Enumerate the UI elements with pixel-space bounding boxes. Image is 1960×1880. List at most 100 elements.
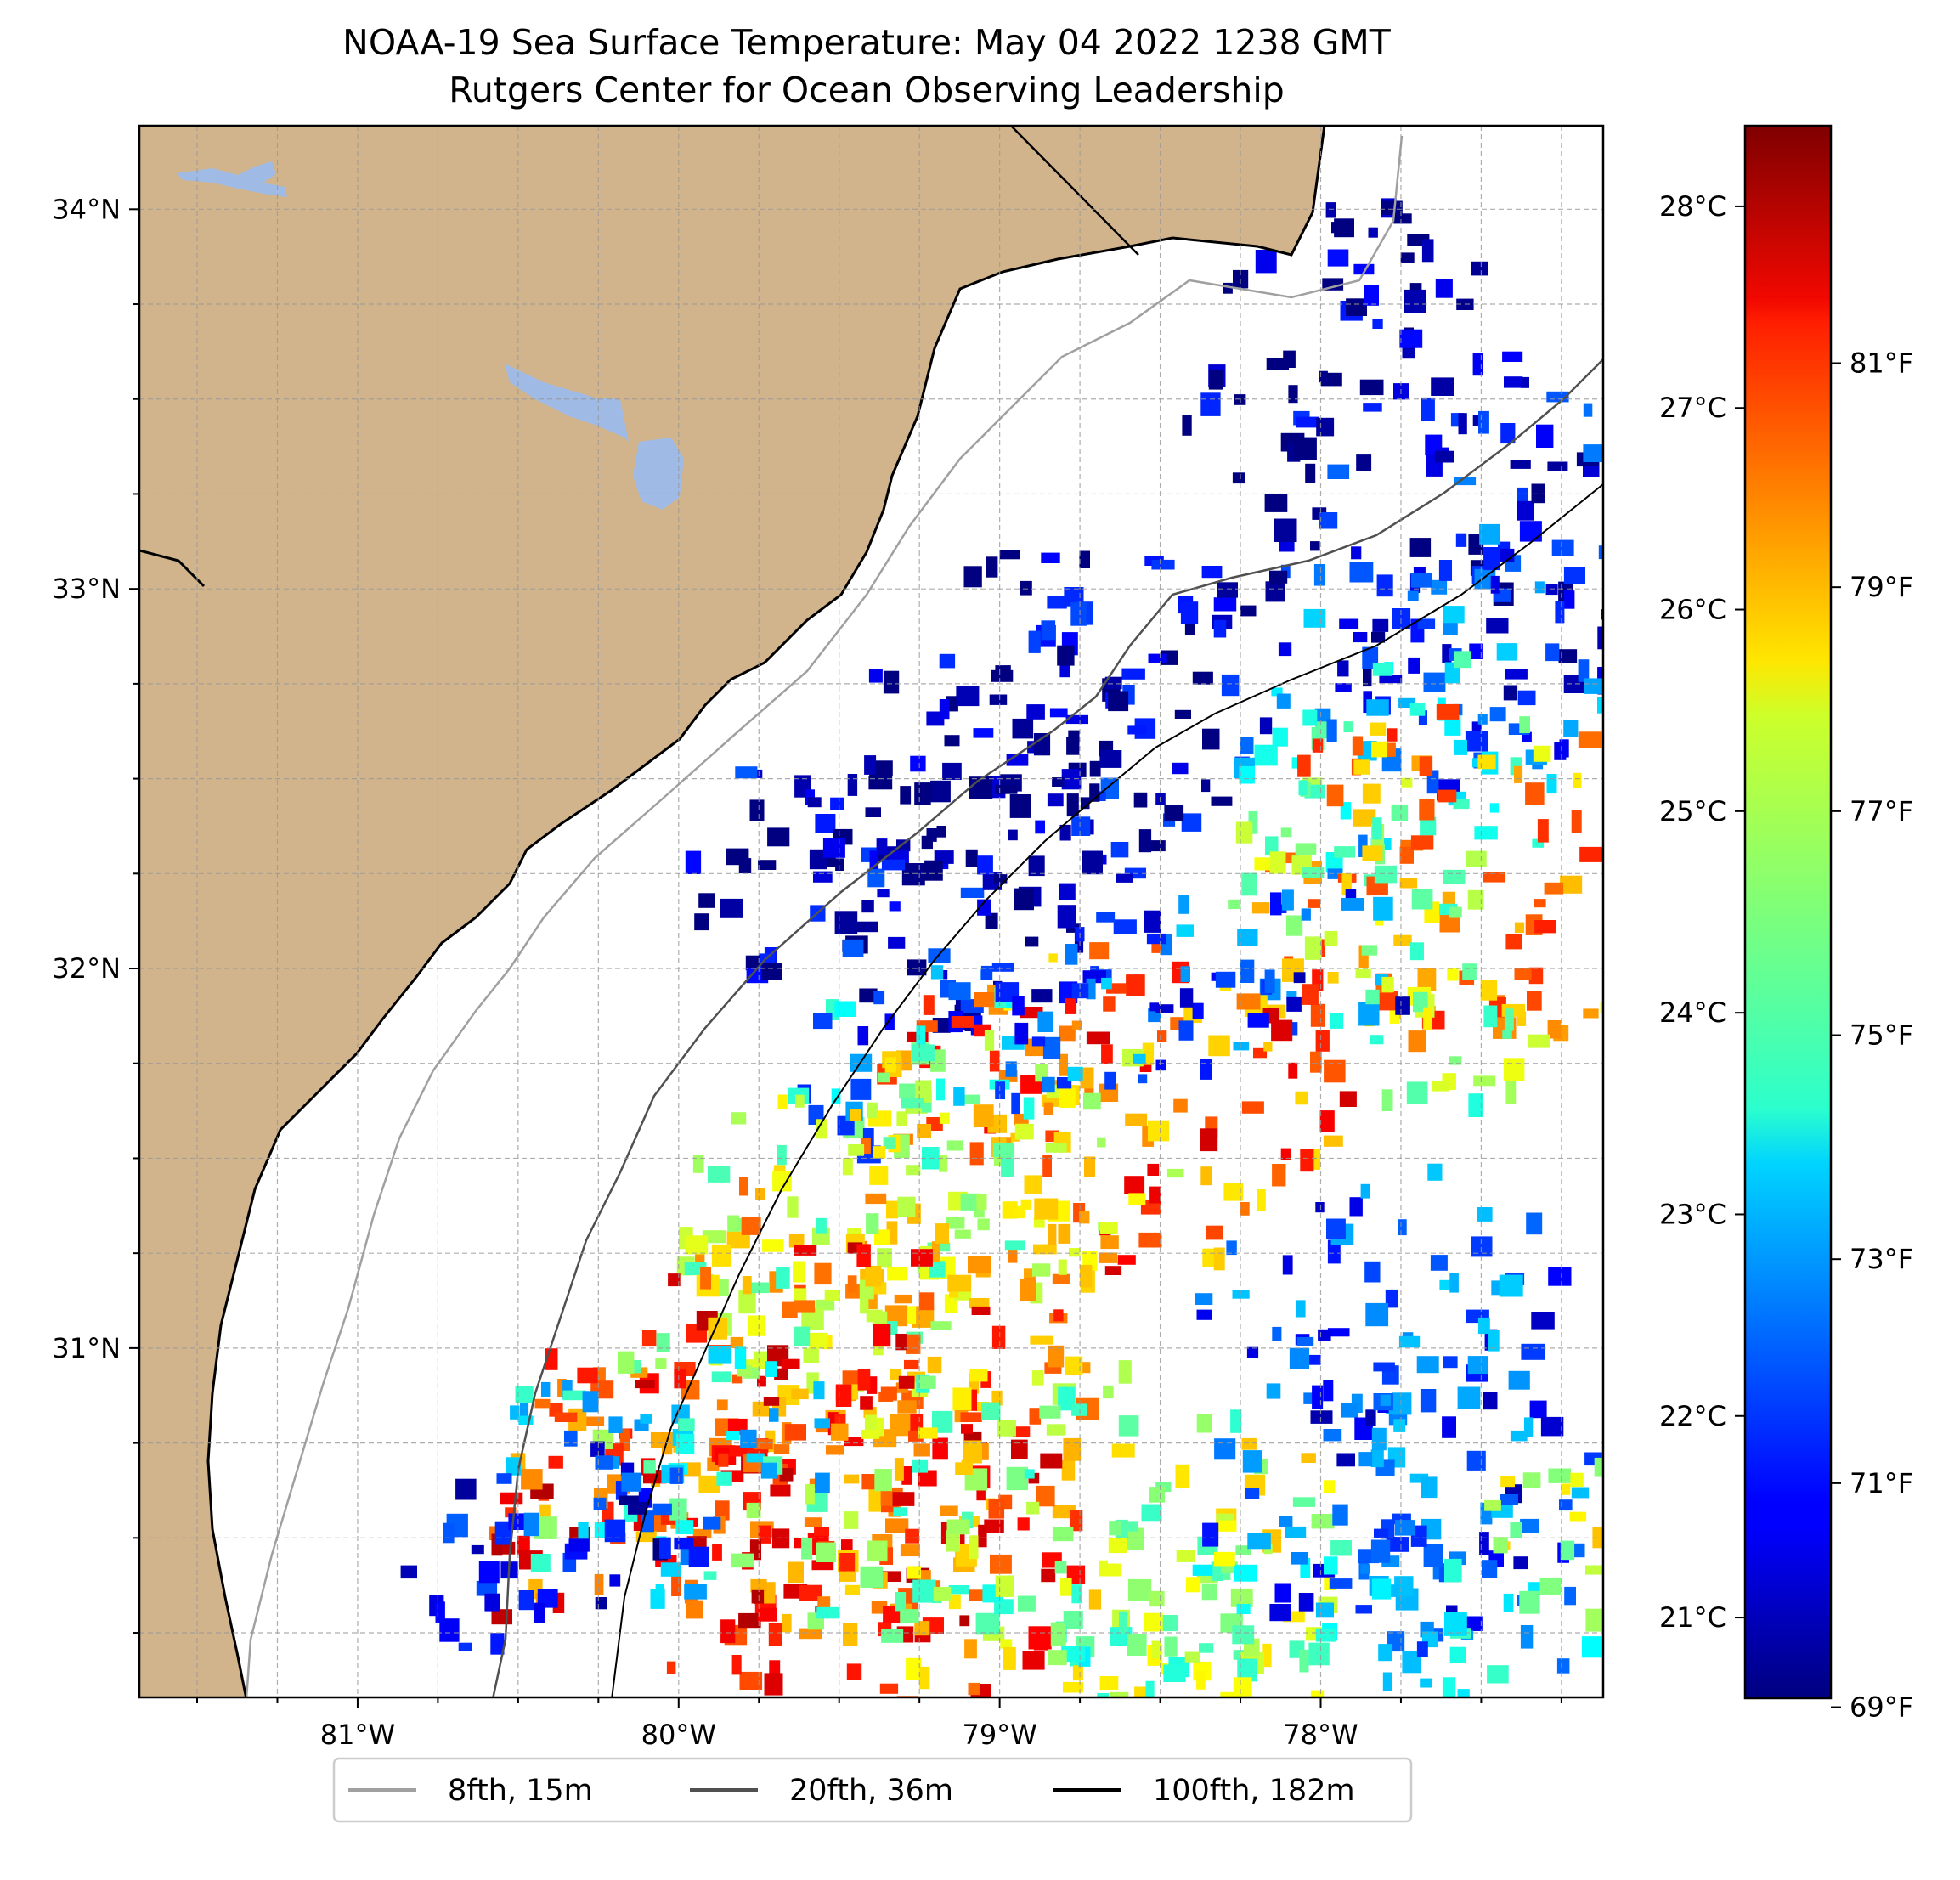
sst-pixel	[1202, 1522, 1219, 1547]
sst-pixel	[1071, 816, 1091, 836]
sst-pixel	[1071, 1584, 1082, 1604]
sst-pixel	[957, 1094, 981, 1104]
land-area	[139, 126, 1326, 1697]
isobath-8fth-line	[245, 135, 1404, 1697]
sst-pixel	[1098, 1252, 1117, 1263]
sst-pixel	[1318, 1329, 1331, 1341]
sst-pixel	[1241, 872, 1257, 896]
sst-pixel	[1381, 976, 1394, 993]
sst-pixel	[1004, 1240, 1026, 1251]
sst-pixel	[730, 1336, 744, 1348]
sst-pixel	[1409, 283, 1422, 292]
sst-pixel	[822, 838, 845, 858]
sst-pixel	[1669, 555, 1679, 571]
sst-pixel	[1381, 1089, 1393, 1111]
sst-pixel	[1421, 1476, 1438, 1499]
lon-tick-label: 78°W	[1283, 1719, 1358, 1751]
sst-pixel	[628, 1501, 647, 1515]
sst-pixel	[874, 850, 891, 861]
sst-pixel	[933, 1587, 952, 1601]
sst-pixel	[739, 1671, 763, 1690]
sst-pixel	[1563, 567, 1585, 584]
sst-pixel	[1292, 1497, 1316, 1507]
sst-pixel	[1443, 623, 1458, 635]
sst-pixel	[877, 889, 890, 898]
sst-pixel	[678, 1418, 695, 1431]
map-panel: 81°W 80°W 79°W 78°W 34°N 33°N 32°N 31°N	[52, 124, 1679, 1751]
sst-pixel	[1379, 675, 1403, 684]
sst-pixel	[1503, 1058, 1525, 1081]
sst-pixel	[740, 1429, 757, 1448]
sst-pixel	[1148, 653, 1167, 663]
sst-pixel	[1389, 1009, 1400, 1024]
sst-pixel	[1474, 826, 1498, 840]
sst-pixel	[1519, 716, 1530, 733]
sst-pixel	[1444, 1558, 1462, 1583]
sst-pixel	[1014, 888, 1034, 911]
celsius-tick-label: 24°C	[1659, 996, 1726, 1029]
sst-pixel	[1269, 1604, 1291, 1622]
sst-pixel	[1360, 1564, 1370, 1574]
sst-pixel	[1534, 899, 1546, 908]
sst-pixel	[1514, 922, 1525, 934]
sst-pixel	[889, 901, 901, 912]
sst-pixel	[758, 860, 777, 870]
sst-pixel	[1066, 793, 1079, 817]
sst-pixel	[969, 1589, 987, 1601]
sst-pixel	[1043, 1102, 1053, 1115]
sst-pixel	[946, 1530, 960, 1552]
sst-pixel	[1139, 1062, 1152, 1072]
sst-pixel	[1326, 719, 1337, 742]
sst-pixel	[895, 1334, 907, 1351]
sst-pixel	[708, 1166, 731, 1183]
sst-pixel	[1288, 1062, 1298, 1079]
sst-pixel	[695, 1248, 705, 1263]
sst-pixel	[931, 1241, 940, 1262]
sst-pixel	[887, 1267, 907, 1281]
celsius-tick-label: 23°C	[1659, 1198, 1726, 1230]
sst-pixel	[1443, 1356, 1458, 1369]
sst-pixel	[523, 1512, 539, 1537]
sst-pixel	[1398, 697, 1415, 708]
sst-pixel	[936, 826, 946, 838]
sst-pixel	[977, 899, 991, 916]
sst-pixel	[1111, 1443, 1135, 1458]
sst-pixel	[893, 1507, 908, 1516]
sst-pixel	[1398, 1219, 1407, 1236]
sst-pixel	[1008, 829, 1018, 841]
sst-pixel	[1457, 1386, 1481, 1409]
sst-pixel	[1420, 816, 1437, 836]
sst-pixel	[1181, 1714, 1201, 1726]
sst-pixel	[1556, 1658, 1570, 1674]
sst-pixel	[582, 1391, 599, 1413]
sst-pixel	[1303, 1392, 1314, 1404]
sst-pixel	[1465, 731, 1488, 752]
sst-pixel	[1299, 1649, 1309, 1673]
lake-small-north	[177, 161, 287, 197]
sst-pixel	[1473, 1075, 1496, 1087]
sst-pixel	[906, 1334, 921, 1354]
sst-pixel	[1164, 805, 1184, 821]
sst-pixel	[939, 699, 950, 720]
sst-pixel	[999, 550, 1020, 560]
sst-pixel	[948, 1594, 961, 1610]
sst-pixel	[896, 1111, 908, 1126]
map-axes: 81°W 80°W 79°W 78°W 34°N 33°N 32°N 31°N	[52, 193, 1562, 1751]
sst-pixel	[548, 1455, 563, 1469]
sst-pixel	[1031, 1036, 1046, 1047]
sst-pixel	[1104, 676, 1122, 690]
colorbar: 21°C 22°C 23°C 24°C 25°C 26°C 27°C 28°C 69°F 71°F…	[1659, 124, 1913, 1724]
sst-pixel	[1239, 765, 1255, 784]
sst-pixel	[1634, 404, 1642, 428]
sst-pixel	[562, 1380, 573, 1399]
sst-pixel	[1140, 1200, 1161, 1215]
sst-pixel	[1049, 708, 1068, 718]
sst-pixel	[675, 1520, 694, 1534]
sst-pixel	[1563, 720, 1579, 737]
sst-pixel	[1128, 1193, 1146, 1205]
sst-pixel	[927, 1356, 942, 1374]
sst-pixel	[969, 776, 993, 799]
sst-pixel	[484, 1593, 500, 1612]
sst-pixel	[734, 1346, 747, 1369]
sst-pixel	[1569, 1511, 1587, 1522]
